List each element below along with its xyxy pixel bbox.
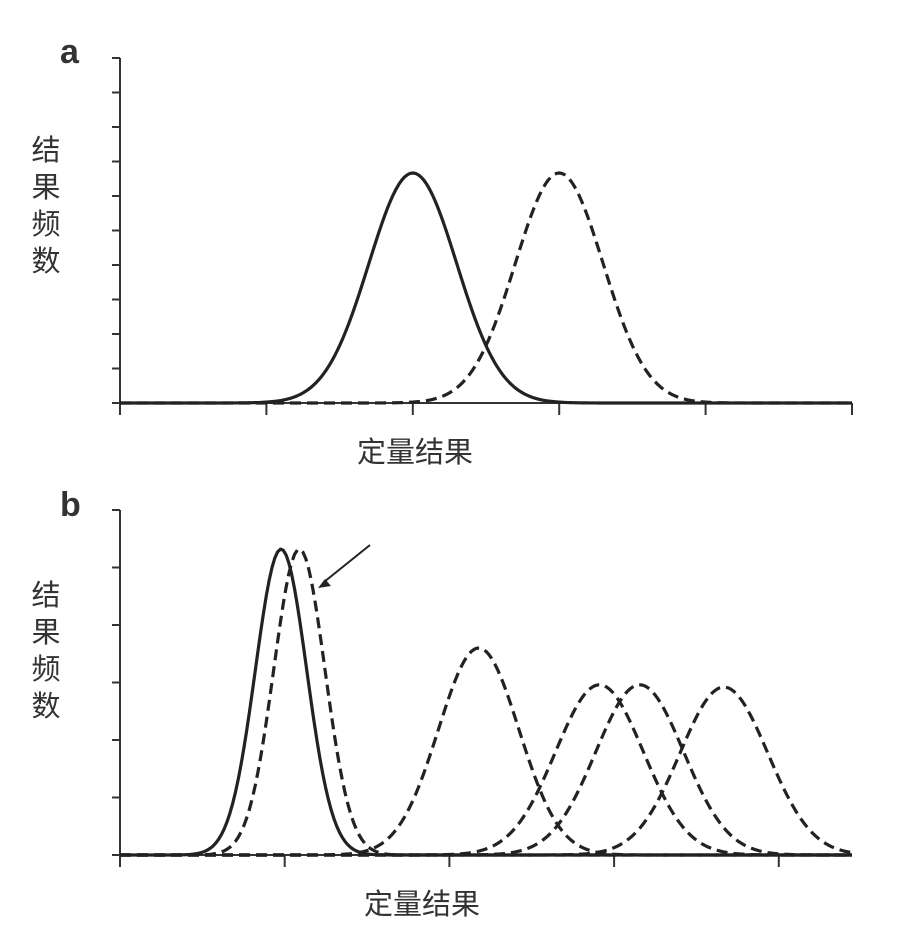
panel-b-x-axis-title: 定量结果 bbox=[364, 887, 480, 921]
panel-b-annotation-arrow bbox=[318, 544, 371, 588]
series-curve-2 bbox=[120, 547, 852, 857]
y-axis-title-char: 数 bbox=[31, 689, 60, 723]
panel-a-x-axis-title: 定量结果 bbox=[357, 435, 473, 469]
panel-a-label: a bbox=[60, 33, 80, 71]
y-axis-title-char: 果 bbox=[31, 170, 60, 204]
y-axis-title-char: 果 bbox=[31, 615, 60, 649]
series-curve-4 bbox=[120, 683, 852, 857]
series-curve-2 bbox=[120, 171, 852, 405]
y-axis-title-char: 数 bbox=[31, 244, 60, 278]
y-axis-title-char: 频 bbox=[31, 207, 60, 241]
panel-b-label: b bbox=[60, 486, 81, 524]
series-curve-6 bbox=[120, 685, 853, 857]
y-axis-title-char: 频 bbox=[31, 652, 60, 686]
panel-b-chart bbox=[112, 509, 853, 867]
y-axis-title-char: 结 bbox=[31, 578, 60, 612]
panel-a-chart bbox=[112, 57, 853, 415]
series-curve-3 bbox=[120, 646, 852, 857]
series-curve-5 bbox=[120, 683, 852, 857]
y-axis-title-char: 结 bbox=[31, 133, 60, 167]
series-curve-1 bbox=[120, 171, 852, 405]
